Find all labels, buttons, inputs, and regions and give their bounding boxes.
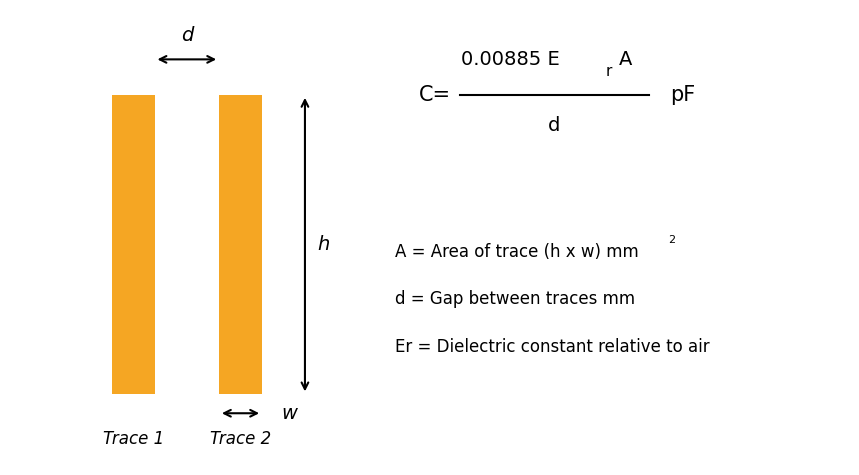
Text: A: A (619, 50, 633, 69)
Text: 0.00885 E: 0.00885 E (461, 50, 560, 69)
Text: C=: C= (419, 85, 451, 105)
Text: d = Gap between traces mm: d = Gap between traces mm (395, 290, 636, 308)
Text: pF: pF (670, 85, 695, 105)
Bar (112, 95, 155, 394)
Text: h: h (318, 235, 330, 254)
Text: d: d (180, 26, 193, 45)
Text: 2: 2 (668, 235, 675, 245)
Bar (219, 95, 262, 394)
Text: w: w (281, 404, 297, 423)
Text: Trace 1: Trace 1 (102, 430, 164, 448)
Text: Trace 2: Trace 2 (210, 430, 271, 448)
Text: Er = Dielectric constant relative to air: Er = Dielectric constant relative to air (395, 338, 710, 356)
Text: A = Area of trace (h x w) mm: A = Area of trace (h x w) mm (395, 243, 639, 261)
Text: d: d (548, 116, 560, 135)
Text: r: r (606, 64, 612, 79)
